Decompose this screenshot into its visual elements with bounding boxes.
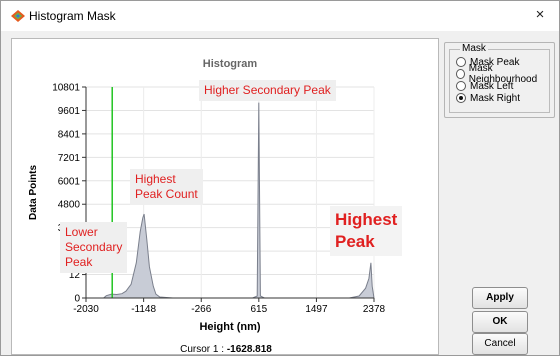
annotation-highest-peak: Highest Peak (330, 206, 403, 256)
radio-label: Mask Peak (470, 56, 520, 68)
cancel-button[interactable]: Cancel (472, 333, 528, 355)
y-tick-label: 12 (69, 270, 81, 281)
x-axis-label: Height (nm) (199, 321, 260, 333)
radio-mask-left[interactable]: Mask Left (456, 80, 513, 92)
radio-indicator[interactable] (456, 81, 466, 91)
mask-legend: Mask (460, 43, 488, 54)
cursor-value: -1628.818 (226, 344, 272, 355)
radio-mask-peak[interactable]: Mask Peak (456, 56, 519, 68)
dialog-body: 0122436004800600172018401960110801-2030-… (1, 31, 559, 355)
x-tick-label: 2378 (363, 304, 386, 315)
annotation-higher-secondary-peak: Higher Secondary Peak (199, 80, 336, 101)
radio-indicator[interactable] (456, 57, 466, 67)
annotation-highest-peak-count: Highest Peak Count (130, 169, 203, 205)
x-tick-label: 615 (250, 304, 267, 315)
y-tick-label: 7201 (58, 153, 81, 164)
window-title: Histogram Mask (29, 9, 116, 23)
radio-label: Mask Neighbourhood (468, 63, 538, 85)
mask-group: Mask Mask Peak Mask Neighbourhood Mask L… (444, 42, 555, 118)
x-tick-label: -266 (191, 304, 211, 315)
radio-label: Mask Right (470, 92, 521, 104)
y-tick-label: 10801 (52, 83, 80, 94)
y-tick-label: 4800 (58, 200, 81, 211)
app-icon (11, 10, 25, 22)
cursor-label: Cursor 1 : (180, 344, 227, 355)
radio-indicator[interactable] (456, 93, 466, 103)
close-button[interactable]: × (535, 6, 545, 23)
x-tick-label: -2030 (73, 304, 99, 315)
x-tick-label: -1148 (131, 304, 156, 315)
mask-frame: Mask Mask Peak Mask Neighbourhood Mask L… (449, 43, 550, 113)
histogram-panel: 0122436004800600172018401960110801-2030-… (11, 38, 439, 355)
radio-mask-neighbourhood[interactable]: Mask Neighbourhood (456, 63, 549, 85)
chart-title: Histogram (203, 58, 258, 70)
ok-button[interactable]: OK (472, 311, 528, 333)
y-tick-label: 8401 (58, 129, 81, 140)
radio-mask-right[interactable]: Mask Right (456, 92, 520, 104)
y-tick-label: 0 (74, 294, 80, 305)
radio-label: Mask Left (470, 80, 514, 92)
y-axis-label: Data Points (28, 165, 39, 220)
radio-indicator[interactable] (456, 69, 465, 79)
y-tick-label: 6001 (58, 176, 81, 187)
y-tick-label: 9601 (58, 106, 81, 117)
x-tick-label: 1497 (305, 304, 328, 315)
cursor-readout: Cursor 1 : -1628.818 (12, 344, 440, 355)
title-bar: Histogram Mask × (1, 1, 559, 31)
annotation-lower-secondary-peak: Lower Secondary Peak (60, 222, 128, 273)
apply-button[interactable]: Apply (472, 287, 528, 309)
